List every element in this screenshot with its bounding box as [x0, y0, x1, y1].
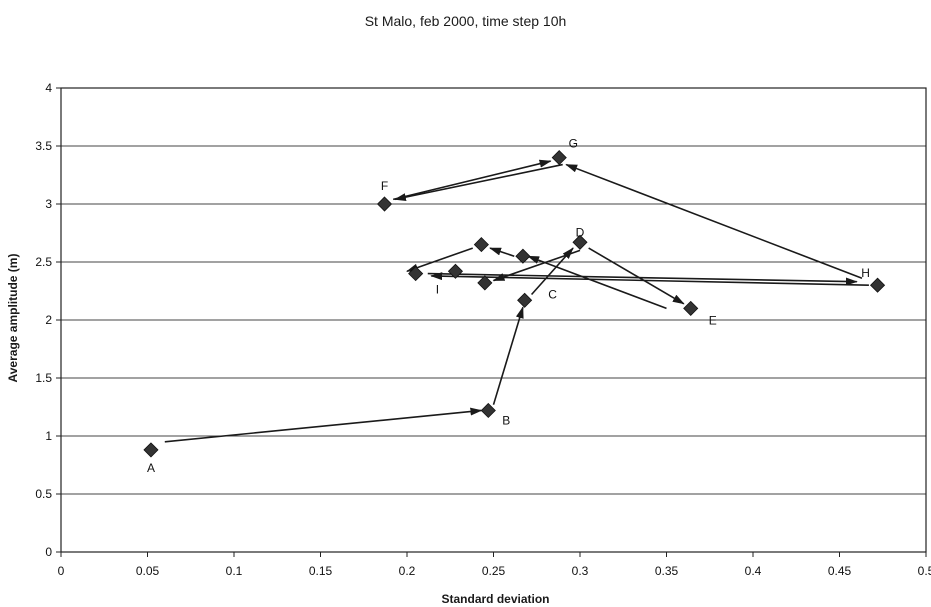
plot-area-frame — [60, 87, 927, 553]
y-tick-label: 0.5 — [35, 487, 52, 501]
x-tick-label: 0.3 — [572, 564, 589, 578]
trajectory-arrow — [406, 247, 474, 273]
data-point-marker — [683, 300, 699, 316]
data-point-marker — [376, 196, 393, 212]
data-point-label: A — [147, 461, 155, 475]
data-point-label: D — [576, 225, 585, 239]
y-tick-label: 3 — [45, 197, 52, 211]
data-point-marker — [143, 442, 159, 458]
y-tick-label: 2.5 — [35, 255, 52, 269]
data-point-marker — [869, 277, 886, 293]
trajectory-arrow — [164, 407, 483, 443]
data-point-marker — [480, 402, 496, 419]
y-tick-label: 1.5 — [35, 371, 52, 385]
data-point-marker — [477, 275, 493, 291]
data-point-marker — [551, 150, 567, 166]
trajectory-arrow — [588, 247, 685, 305]
chart-title: St Malo, feb 2000, time step 10h — [364, 13, 567, 29]
x-tick-label: 0.4 — [745, 564, 762, 578]
data-point-marker — [473, 237, 489, 253]
x-tick-label: 0.2 — [399, 564, 416, 578]
x-tick-label: 0.35 — [655, 564, 679, 578]
trajectory-arrow — [492, 249, 581, 282]
trajectory-arrow — [392, 159, 552, 201]
y-tick-label: 3.5 — [35, 139, 52, 153]
x-tick-label: 0.15 — [309, 564, 333, 578]
trajectory-arrow — [565, 163, 863, 279]
data-point-label: G — [569, 137, 578, 151]
data-point-marker — [572, 234, 588, 250]
data-point-label: F — [381, 179, 388, 193]
data-point-label: C — [548, 287, 557, 301]
x-tick-label: 0.25 — [482, 564, 506, 578]
y-tick-label: 0 — [45, 545, 52, 559]
data-point-label: B — [502, 413, 510, 427]
x-tick-label: 0.45 — [828, 564, 852, 578]
trajectory-arrow — [492, 306, 524, 405]
data-point-marker — [447, 263, 464, 279]
trajectory-arrow — [489, 247, 515, 257]
x-tick-label: 0.5 — [918, 564, 931, 578]
y-tick-label: 1 — [45, 429, 52, 443]
y-tick-label: 2 — [45, 313, 52, 327]
x-tick-label: 0.05 — [136, 564, 160, 578]
x-axis-label: Standard deviation — [441, 592, 550, 606]
data-point-label: I — [436, 282, 439, 296]
data-point-label: H — [861, 266, 870, 280]
data-point-marker — [515, 248, 531, 264]
trajectory-arrow — [393, 163, 563, 202]
trajectory-arrow — [527, 255, 667, 310]
data-point-label: E — [709, 313, 717, 327]
data-point-marker — [408, 266, 424, 282]
data-point-marker — [517, 292, 533, 308]
y-tick-label: 4 — [45, 81, 52, 95]
x-tick-label: 0 — [58, 564, 65, 578]
x-tick-label: 0.1 — [226, 564, 243, 578]
